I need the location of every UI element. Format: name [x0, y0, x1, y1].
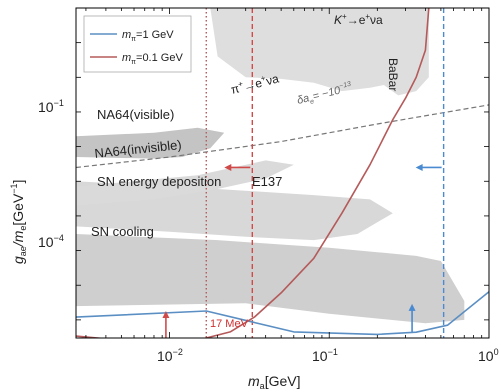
plot-frame: [75, 7, 490, 339]
label-kaon: K+→e+νa: [334, 12, 383, 27]
ytick-label-1e-1: 10−1: [38, 98, 64, 115]
arrow-head-4: [408, 303, 416, 311]
region-na64-invisible: [76, 160, 294, 206]
label-pion: π+→e+νa: [229, 70, 280, 96]
x-axis-label: ma[GeV]: [248, 373, 300, 391]
series-line-2: [76, 8, 430, 338]
arrow-head-2: [415, 163, 423, 171]
label-17mev: 17 MeV: [210, 318, 249, 330]
label-e137: E137: [252, 174, 282, 189]
region-na64-visible: [76, 127, 225, 159]
y-axis-label: gae/me[GeV−1]: [9, 180, 28, 264]
legend-label-01gev: mπ=0.1 GeV: [122, 52, 183, 66]
legend: mπ=1 GeV mπ=0.1 GeV: [83, 15, 192, 73]
label-sn-energy: SN energy deposition: [97, 174, 221, 189]
xtick-label-1e-1: 10−1: [312, 347, 338, 364]
label-babar: BaBar: [386, 58, 400, 91]
ytick-label-1e-4: 10−4: [38, 233, 64, 250]
label-sn-cooling: SN cooling: [91, 224, 154, 239]
constraint-lines: [76, 8, 489, 338]
region-e137: [76, 234, 465, 324]
axis-ticks: [76, 7, 490, 338]
xtick-label-1e-2: 10−2: [157, 347, 183, 364]
legend-box: [83, 15, 192, 73]
excluded-regions: [76, 8, 465, 324]
xtick-label-1e0: 100: [478, 347, 499, 364]
legend-label-1gev: mπ=1 GeV: [122, 29, 174, 43]
region-babar: [210, 8, 429, 96]
arrow-head-1: [224, 163, 232, 171]
label-na64-visible: NA64(visible): [97, 107, 174, 122]
arrow-head-3: [162, 311, 170, 319]
series-line-1: [76, 291, 489, 336]
